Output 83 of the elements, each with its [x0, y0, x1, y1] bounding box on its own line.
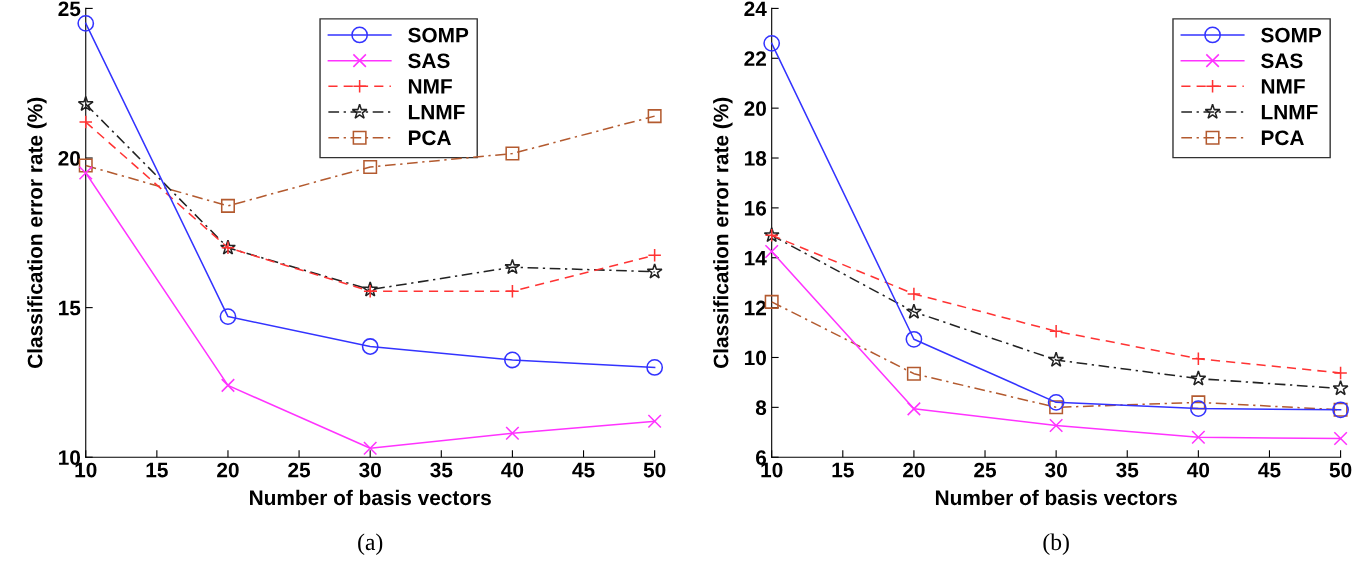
y-tick-label: 24 — [744, 1, 767, 16]
point — [1190, 370, 1207, 386]
point — [1189, 400, 1207, 417]
y-tick-label: 25 — [58, 1, 81, 17]
point — [363, 441, 378, 456]
legend-label: PCA — [1261, 130, 1304, 146]
point — [1333, 365, 1348, 380]
point — [1191, 351, 1206, 366]
point — [1332, 379, 1349, 396]
point — [363, 159, 378, 175]
point — [78, 158, 93, 173]
x-tick-label: 30 — [1045, 462, 1067, 478]
x-tick-label: 40 — [501, 462, 524, 478]
y-tick-label: 22 — [744, 51, 766, 66]
point — [647, 109, 662, 124]
x-tick-label: 20 — [217, 462, 239, 478]
point — [1047, 393, 1065, 411]
legend-label: SOMP — [408, 27, 469, 43]
y-tick-label: 20 — [58, 151, 81, 166]
y-axis-title: Classification error rate (%) — [713, 97, 733, 368]
point — [1333, 431, 1348, 446]
x-tick-label: 45 — [572, 462, 595, 478]
point — [905, 330, 923, 348]
y-tick-label: 16 — [744, 200, 767, 216]
point — [646, 359, 664, 376]
point — [906, 286, 921, 301]
y-tick-label: 12 — [744, 300, 766, 316]
x-tick-label: 35 — [430, 462, 453, 478]
point — [361, 338, 379, 355]
x-tick-label: 25 — [974, 462, 997, 478]
point — [1049, 400, 1064, 415]
point — [78, 165, 93, 180]
point — [647, 414, 662, 429]
y-tick-label: 8 — [755, 400, 767, 416]
x-tick-label: 30 — [359, 462, 381, 478]
x-axis-title: Number of basis vectors — [935, 489, 1177, 506]
point — [220, 378, 235, 393]
legend-label: NMF — [1261, 79, 1305, 94]
point — [1049, 324, 1064, 339]
y-axis-title: Classification error rate (%) — [27, 97, 47, 368]
x-tick-label: 50 — [1329, 462, 1352, 478]
x-tick-label: 20 — [903, 462, 925, 478]
legend-label: SAS — [408, 53, 450, 69]
y-tick-label: 20 — [744, 101, 766, 116]
y-tick-label: 18 — [744, 151, 767, 166]
legend-label: SOMP — [1261, 27, 1322, 43]
point — [78, 115, 93, 130]
x-tick-label: 40 — [1187, 462, 1210, 478]
point — [906, 401, 921, 416]
x-tick-label: 15 — [146, 462, 168, 478]
text: (b) — [1043, 533, 1069, 555]
x-tick-label: 15 — [832, 462, 854, 478]
y-tick-label: 15 — [59, 300, 81, 316]
y-tick-label: 10 — [744, 350, 766, 366]
point — [905, 303, 922, 319]
x-tick-label: 50 — [643, 462, 666, 478]
legend-label: SAS — [1261, 53, 1303, 69]
x-tick-label: 35 — [1116, 462, 1139, 478]
point — [505, 146, 520, 161]
x-tick-label: 45 — [1258, 462, 1281, 478]
point — [504, 258, 521, 275]
point — [647, 248, 662, 263]
y-tick-label: 14 — [744, 250, 767, 266]
point — [219, 308, 237, 325]
legend-label: NMF — [408, 79, 452, 94]
point — [505, 426, 520, 441]
point — [906, 366, 921, 381]
point — [763, 34, 781, 52]
legend-label: LNMF — [1261, 104, 1318, 120]
legend-label: LNMF — [408, 104, 465, 120]
point — [1191, 430, 1206, 445]
point — [504, 351, 521, 369]
x-tick-label: 25 — [288, 462, 311, 478]
point — [1048, 351, 1065, 367]
x-axis-title: Number of basis vectors — [250, 489, 491, 506]
legend-label: PCA — [408, 130, 451, 146]
point — [220, 198, 235, 213]
point — [646, 263, 663, 279]
point — [1049, 418, 1064, 433]
point — [505, 284, 520, 299]
point — [764, 294, 779, 309]
point — [77, 95, 94, 112]
text: (a) — [358, 533, 383, 555]
